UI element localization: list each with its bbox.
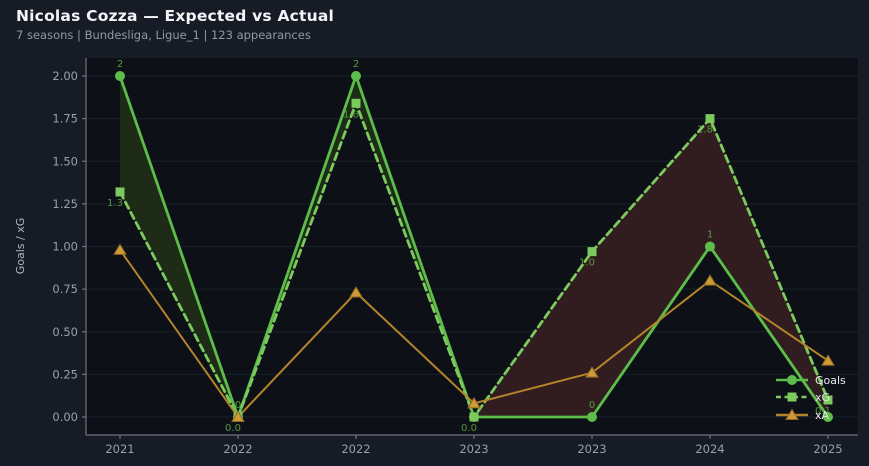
xg-point-label: 0.0 — [461, 423, 477, 434]
goals-point-label: 2 — [353, 59, 359, 70]
xg-point-label: 0.0 — [225, 423, 241, 434]
legend-circle-marker — [787, 375, 797, 385]
legend: Goals xG xA — [776, 374, 846, 422]
goals-point-label: 1 — [707, 230, 713, 241]
goals-marker — [705, 241, 715, 252]
x-tick-label: 2025 — [813, 442, 842, 456]
chart-header: Nicolas Cozza — Expected vs Actual 7 sea… — [16, 7, 334, 43]
fill-xg-over-goals — [474, 251, 592, 417]
page-subtitle: 7 seasons | Bundesliga, Ligue_1 | 123 ap… — [16, 28, 311, 43]
xa-marker — [349, 286, 363, 298]
legend-square-marker — [787, 392, 797, 402]
legend-triangle-marker — [785, 408, 799, 420]
goals-point-label: 2 — [117, 59, 123, 70]
xg-point-label: 1.0 — [579, 258, 595, 269]
y-tick-label: 0.75 — [52, 282, 78, 296]
xg-marker — [469, 412, 479, 422]
fill-xg-over-goals — [710, 118, 828, 417]
x-tick-label: 2021 — [105, 442, 134, 456]
page-title: Nicolas Cozza — Expected vs Actual — [16, 7, 335, 25]
legend-item-xa: xA — [815, 409, 830, 422]
xg-marker — [587, 247, 597, 257]
xg-point-label: 1.3 — [107, 198, 123, 209]
y-tick-label: 1.25 — [52, 197, 78, 211]
goals-marker — [587, 412, 597, 422]
legend-item-xg: xG — [815, 391, 830, 404]
goals-marker — [115, 71, 125, 81]
xg-marker — [351, 98, 361, 108]
x-tick-label: 2023 — [459, 442, 488, 456]
xg-marker — [115, 187, 125, 197]
x-tick-label: 2024 — [695, 442, 724, 456]
series-markers — [113, 71, 835, 422]
goals-marker — [351, 71, 361, 81]
x-tick-label: 2023 — [577, 442, 606, 456]
xa-marker — [821, 354, 835, 366]
fill-xg-over-goals — [592, 118, 710, 417]
y-tick-label: 0.00 — [52, 410, 78, 424]
x-tick-label: 2022 — [341, 442, 370, 456]
goals-marker — [823, 412, 833, 422]
axes: 2021 2022 2022 2023 2023 2024 20250.000.250.50… — [52, 58, 858, 456]
y-tick-label: 0.25 — [52, 367, 78, 381]
goals-point-label: 0 — [235, 400, 241, 411]
y-tick-label: 1.00 — [52, 240, 78, 254]
y-tick-label: 0.50 — [52, 325, 78, 339]
y-tick-label: 1.75 — [52, 112, 78, 126]
xa-marker — [585, 366, 599, 378]
xa-marker — [231, 410, 245, 422]
goals-point-label: 0 — [589, 400, 595, 411]
legend-item-goals: Goals — [815, 374, 846, 387]
xa-marker — [703, 274, 717, 286]
xa-marker — [467, 396, 481, 409]
x-tick-label: 2022 — [223, 442, 252, 456]
y-tick-label: 2.00 — [52, 69, 78, 83]
y-tick-label: 1.50 — [52, 154, 78, 168]
xa-marker — [113, 243, 127, 255]
xg-point-label: 1.8 — [697, 125, 713, 136]
y-axis-title: Goals / xG — [14, 218, 27, 275]
xg-marker — [705, 114, 715, 124]
xg-marker — [823, 395, 833, 405]
